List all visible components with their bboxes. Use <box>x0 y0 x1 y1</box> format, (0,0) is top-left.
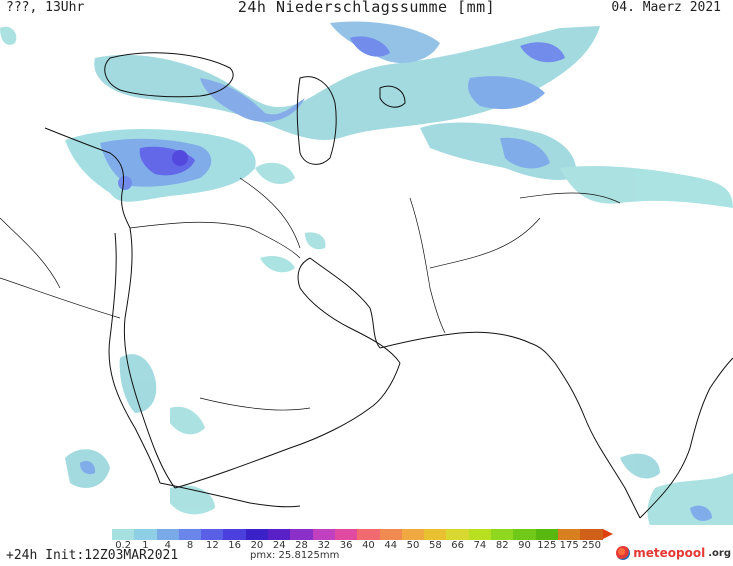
legend-swatch <box>290 529 313 540</box>
legend-tick-label: 50 <box>406 540 420 551</box>
legend-swatch <box>245 529 269 540</box>
legend-tick-label: 0.2 <box>115 540 132 551</box>
legend-swatch <box>491 529 514 540</box>
legend-tick-label: 66 <box>451 540 465 551</box>
legend-tick-label: 12 <box>205 540 219 551</box>
legend-tick-label: 44 <box>384 540 398 551</box>
legend-swatch <box>424 529 447 540</box>
legend-swatch <box>223 529 246 540</box>
legend-swatch <box>334 529 358 540</box>
legend-tick-label: 175 <box>559 540 579 551</box>
legend-color-scale <box>112 529 613 540</box>
legend-tick-label: 125 <box>537 540 557 551</box>
legend-tick-label: 82 <box>495 540 509 551</box>
meteopool-logo[interactable]: meteopool .org <box>616 546 731 560</box>
legend-swatch <box>379 529 402 540</box>
legend-arrow <box>602 529 613 539</box>
logo-domain: .org <box>708 547 731 559</box>
legend-tick-label: 58 <box>428 540 442 551</box>
legend-swatch <box>446 529 469 540</box>
legend-tick-label: 32 <box>317 540 331 551</box>
meteopool-logo-icon <box>616 546 631 560</box>
legend-swatch <box>134 529 157 540</box>
precipitation-map <box>0 18 733 525</box>
legend-swatch <box>201 529 224 540</box>
legend-tick-label: 20 <box>250 540 264 551</box>
legend-tick-labels: 0.2 1 4 8 12 16 20 24 28 32 36 40 44 50 58 66 74 82 90 125 1… <box>112 540 613 552</box>
legend-swatch <box>468 529 492 540</box>
legend-swatch <box>156 529 179 540</box>
legend-swatch <box>580 529 603 540</box>
max-precip-value: pmx: 25.8125mm <box>250 550 340 561</box>
legend-swatch <box>401 529 425 540</box>
legend-tick-label: 8 <box>186 540 194 551</box>
legend-tick-label: 1 <box>142 540 149 551</box>
legend-swatch <box>268 529 291 540</box>
legend-tick-label: 250 <box>581 540 601 551</box>
legend-swatch <box>312 529 335 540</box>
map-title: 24h Niederschlagssumme [mm] <box>237 0 496 16</box>
precipitation-legend: 0.2 1 4 8 12 16 20 24 28 32 36 40 44 50 58 66 74 82 90 125 1… <box>112 529 613 552</box>
legend-tick-label: 36 <box>339 540 353 551</box>
legend-swatch <box>513 529 536 540</box>
forecast-date: 04. Maerz 2021 <box>611 0 721 15</box>
legend-swatch <box>535 529 558 540</box>
legend-swatch <box>357 529 380 540</box>
precipitation-fields <box>0 21 733 525</box>
legend-swatch <box>178 529 202 540</box>
logo-text: meteopool <box>633 546 706 560</box>
legend-tick-label: 40 <box>362 540 375 551</box>
forecast-time-label: ???, 13Uhr <box>6 0 85 15</box>
legend-tick-label: 74 <box>473 540 487 551</box>
legend-swatch <box>112 529 135 540</box>
legend-tick-label: 4 <box>164 540 171 551</box>
legend-tick-label: 16 <box>228 540 242 551</box>
model-run-info: +24h Init:12Z03MAR2021 <box>6 548 179 563</box>
legend-tick-label: 28 <box>295 540 308 551</box>
coastlines-and-borders <box>0 52 733 519</box>
legend-tick-label: 90 <box>518 540 531 551</box>
legend-tick-label: 24 <box>272 540 286 551</box>
legend-swatch <box>557 529 581 540</box>
